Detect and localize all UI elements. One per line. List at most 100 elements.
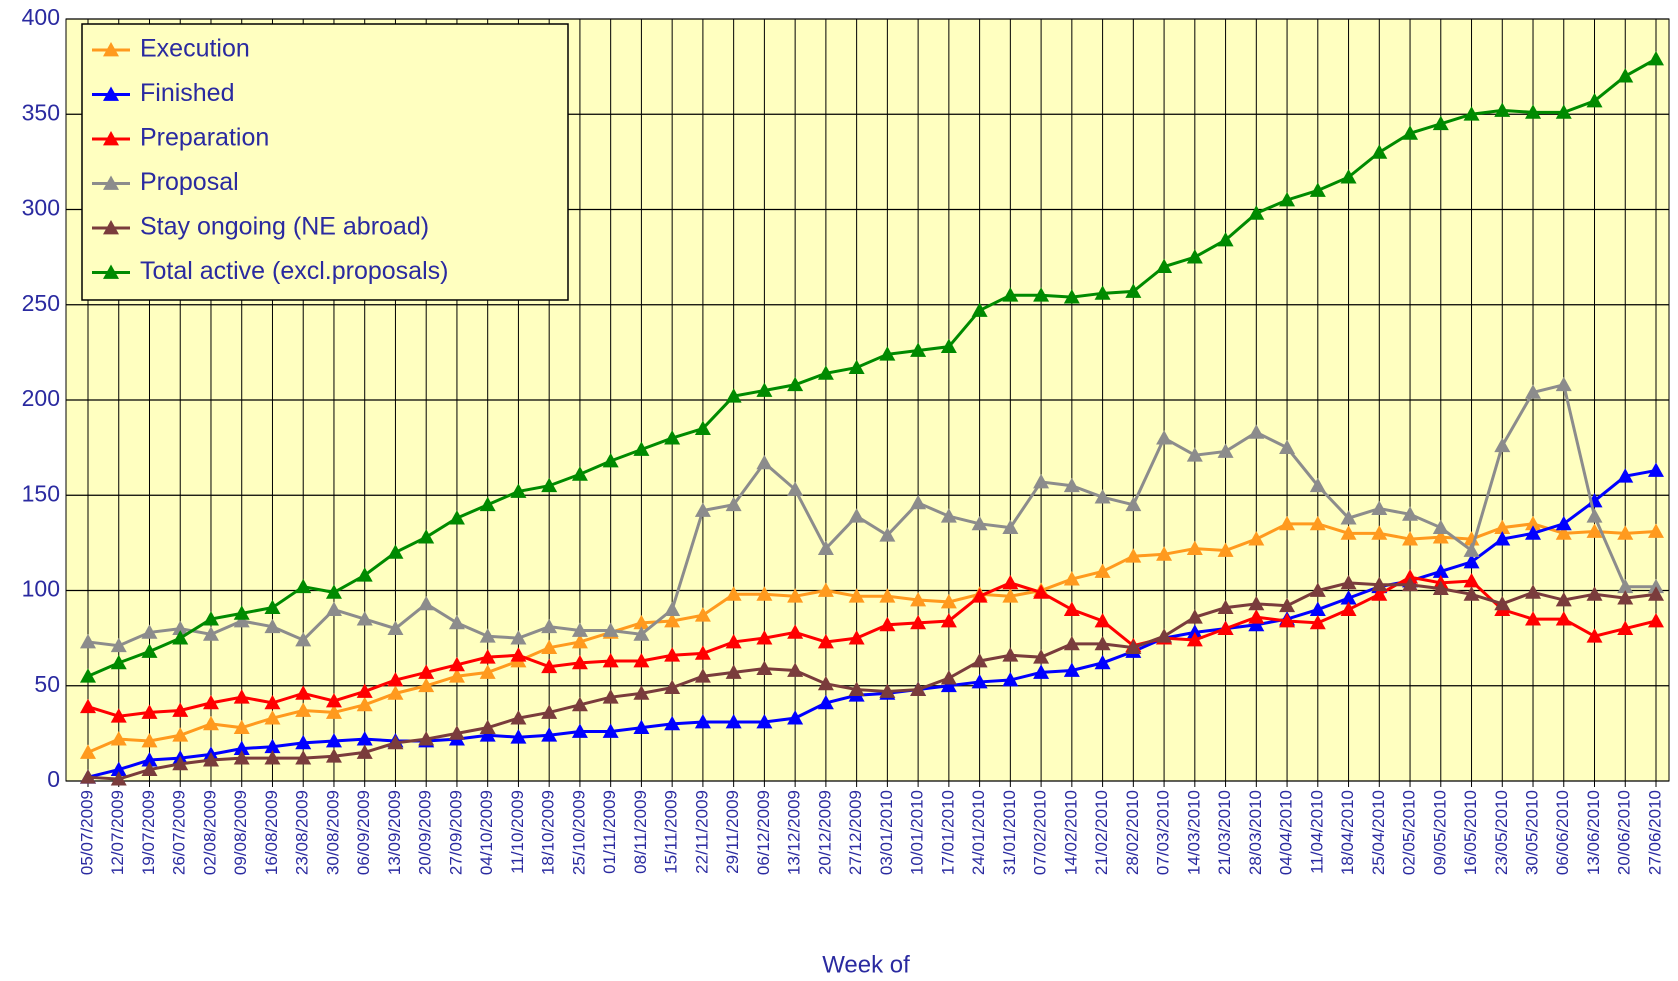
legend-label: Finished — [140, 79, 235, 107]
marker — [1555, 611, 1572, 626]
marker — [1186, 632, 1203, 647]
marker — [1186, 540, 1203, 555]
x-tick-label: 27/09/2009 — [446, 790, 465, 875]
marker — [1156, 430, 1173, 445]
marker — [325, 704, 342, 719]
marker — [1063, 289, 1080, 304]
x-tick-label: 22/11/2009 — [692, 790, 711, 874]
marker — [1125, 548, 1142, 563]
marker — [633, 719, 650, 735]
marker — [1617, 468, 1634, 483]
marker — [1309, 614, 1326, 630]
marker — [1432, 580, 1449, 595]
marker — [602, 689, 619, 704]
marker — [233, 740, 250, 756]
marker — [787, 624, 804, 639]
marker — [940, 612, 957, 628]
marker — [1002, 519, 1019, 535]
marker — [541, 639, 558, 655]
marker — [1217, 231, 1234, 247]
marker — [80, 744, 96, 759]
x-tick-label: 21/03/2010 — [1215, 790, 1234, 875]
marker — [1094, 489, 1111, 504]
series-line — [87, 522, 1657, 754]
marker — [1402, 531, 1419, 546]
marker — [510, 647, 527, 662]
marker — [1248, 616, 1265, 632]
marker — [1617, 578, 1634, 594]
marker — [1586, 628, 1603, 643]
marker — [725, 586, 742, 601]
marker — [448, 614, 465, 630]
marker — [602, 622, 619, 637]
marker — [479, 496, 496, 512]
marker — [202, 626, 219, 641]
marker — [172, 727, 189, 742]
marker — [725, 496, 742, 512]
marker — [264, 738, 281, 754]
marker — [1248, 424, 1265, 439]
marker — [1340, 601, 1357, 616]
marker — [356, 567, 373, 582]
x-tick-label: 23/08/2009 — [293, 790, 312, 875]
x-tick-label: 21/02/2010 — [1092, 790, 1111, 875]
marker — [1463, 572, 1480, 588]
x-tick-label: 30/05/2010 — [1523, 790, 1542, 875]
marker — [1432, 563, 1449, 578]
marker — [1340, 525, 1357, 540]
marker — [448, 668, 465, 683]
marker — [1525, 525, 1542, 540]
marker — [264, 750, 281, 765]
marker — [1217, 443, 1234, 458]
marker — [1094, 612, 1111, 628]
marker — [1309, 515, 1326, 531]
y-tick-label: 250 — [22, 290, 60, 316]
marker — [1033, 287, 1050, 302]
marker — [1494, 437, 1511, 453]
marker — [817, 694, 834, 710]
marker — [664, 601, 681, 616]
marker — [80, 769, 96, 784]
marker — [817, 633, 834, 649]
marker — [1156, 546, 1173, 561]
marker — [910, 681, 927, 696]
marker — [1555, 592, 1572, 607]
y-tick-label: 150 — [22, 480, 60, 506]
marker — [1648, 578, 1664, 594]
marker — [295, 734, 312, 750]
legend-label: Proposal — [140, 168, 239, 196]
marker — [1402, 576, 1419, 592]
marker — [295, 750, 312, 765]
legend-marker — [103, 175, 119, 190]
marker — [1094, 563, 1111, 578]
marker — [233, 750, 250, 765]
series-line — [87, 581, 1657, 781]
series-line — [87, 382, 1656, 648]
x-tick-label: 16/05/2010 — [1461, 790, 1480, 875]
marker — [80, 633, 96, 649]
marker — [418, 529, 435, 544]
marker — [510, 630, 527, 645]
marker — [1186, 624, 1203, 639]
marker — [541, 727, 558, 742]
marker — [541, 658, 558, 674]
marker — [510, 729, 527, 744]
marker — [1279, 597, 1296, 613]
marker — [756, 660, 773, 676]
x-tick-label: 06/12/2009 — [754, 790, 773, 875]
y-tick-label: 100 — [22, 576, 60, 602]
marker — [1002, 287, 1019, 302]
x-tick-label: 07/02/2010 — [1031, 790, 1050, 875]
marker — [1002, 672, 1019, 687]
x-tick-label: 27/06/2010 — [1645, 790, 1664, 875]
marker — [1494, 595, 1511, 611]
marker — [418, 595, 435, 611]
marker — [602, 452, 619, 468]
marker — [356, 731, 373, 746]
marker — [664, 430, 681, 445]
x-tick-label: 28/02/2010 — [1123, 790, 1142, 875]
marker — [1217, 542, 1234, 557]
marker — [1617, 525, 1634, 540]
marker — [725, 664, 742, 679]
marker — [756, 586, 773, 601]
